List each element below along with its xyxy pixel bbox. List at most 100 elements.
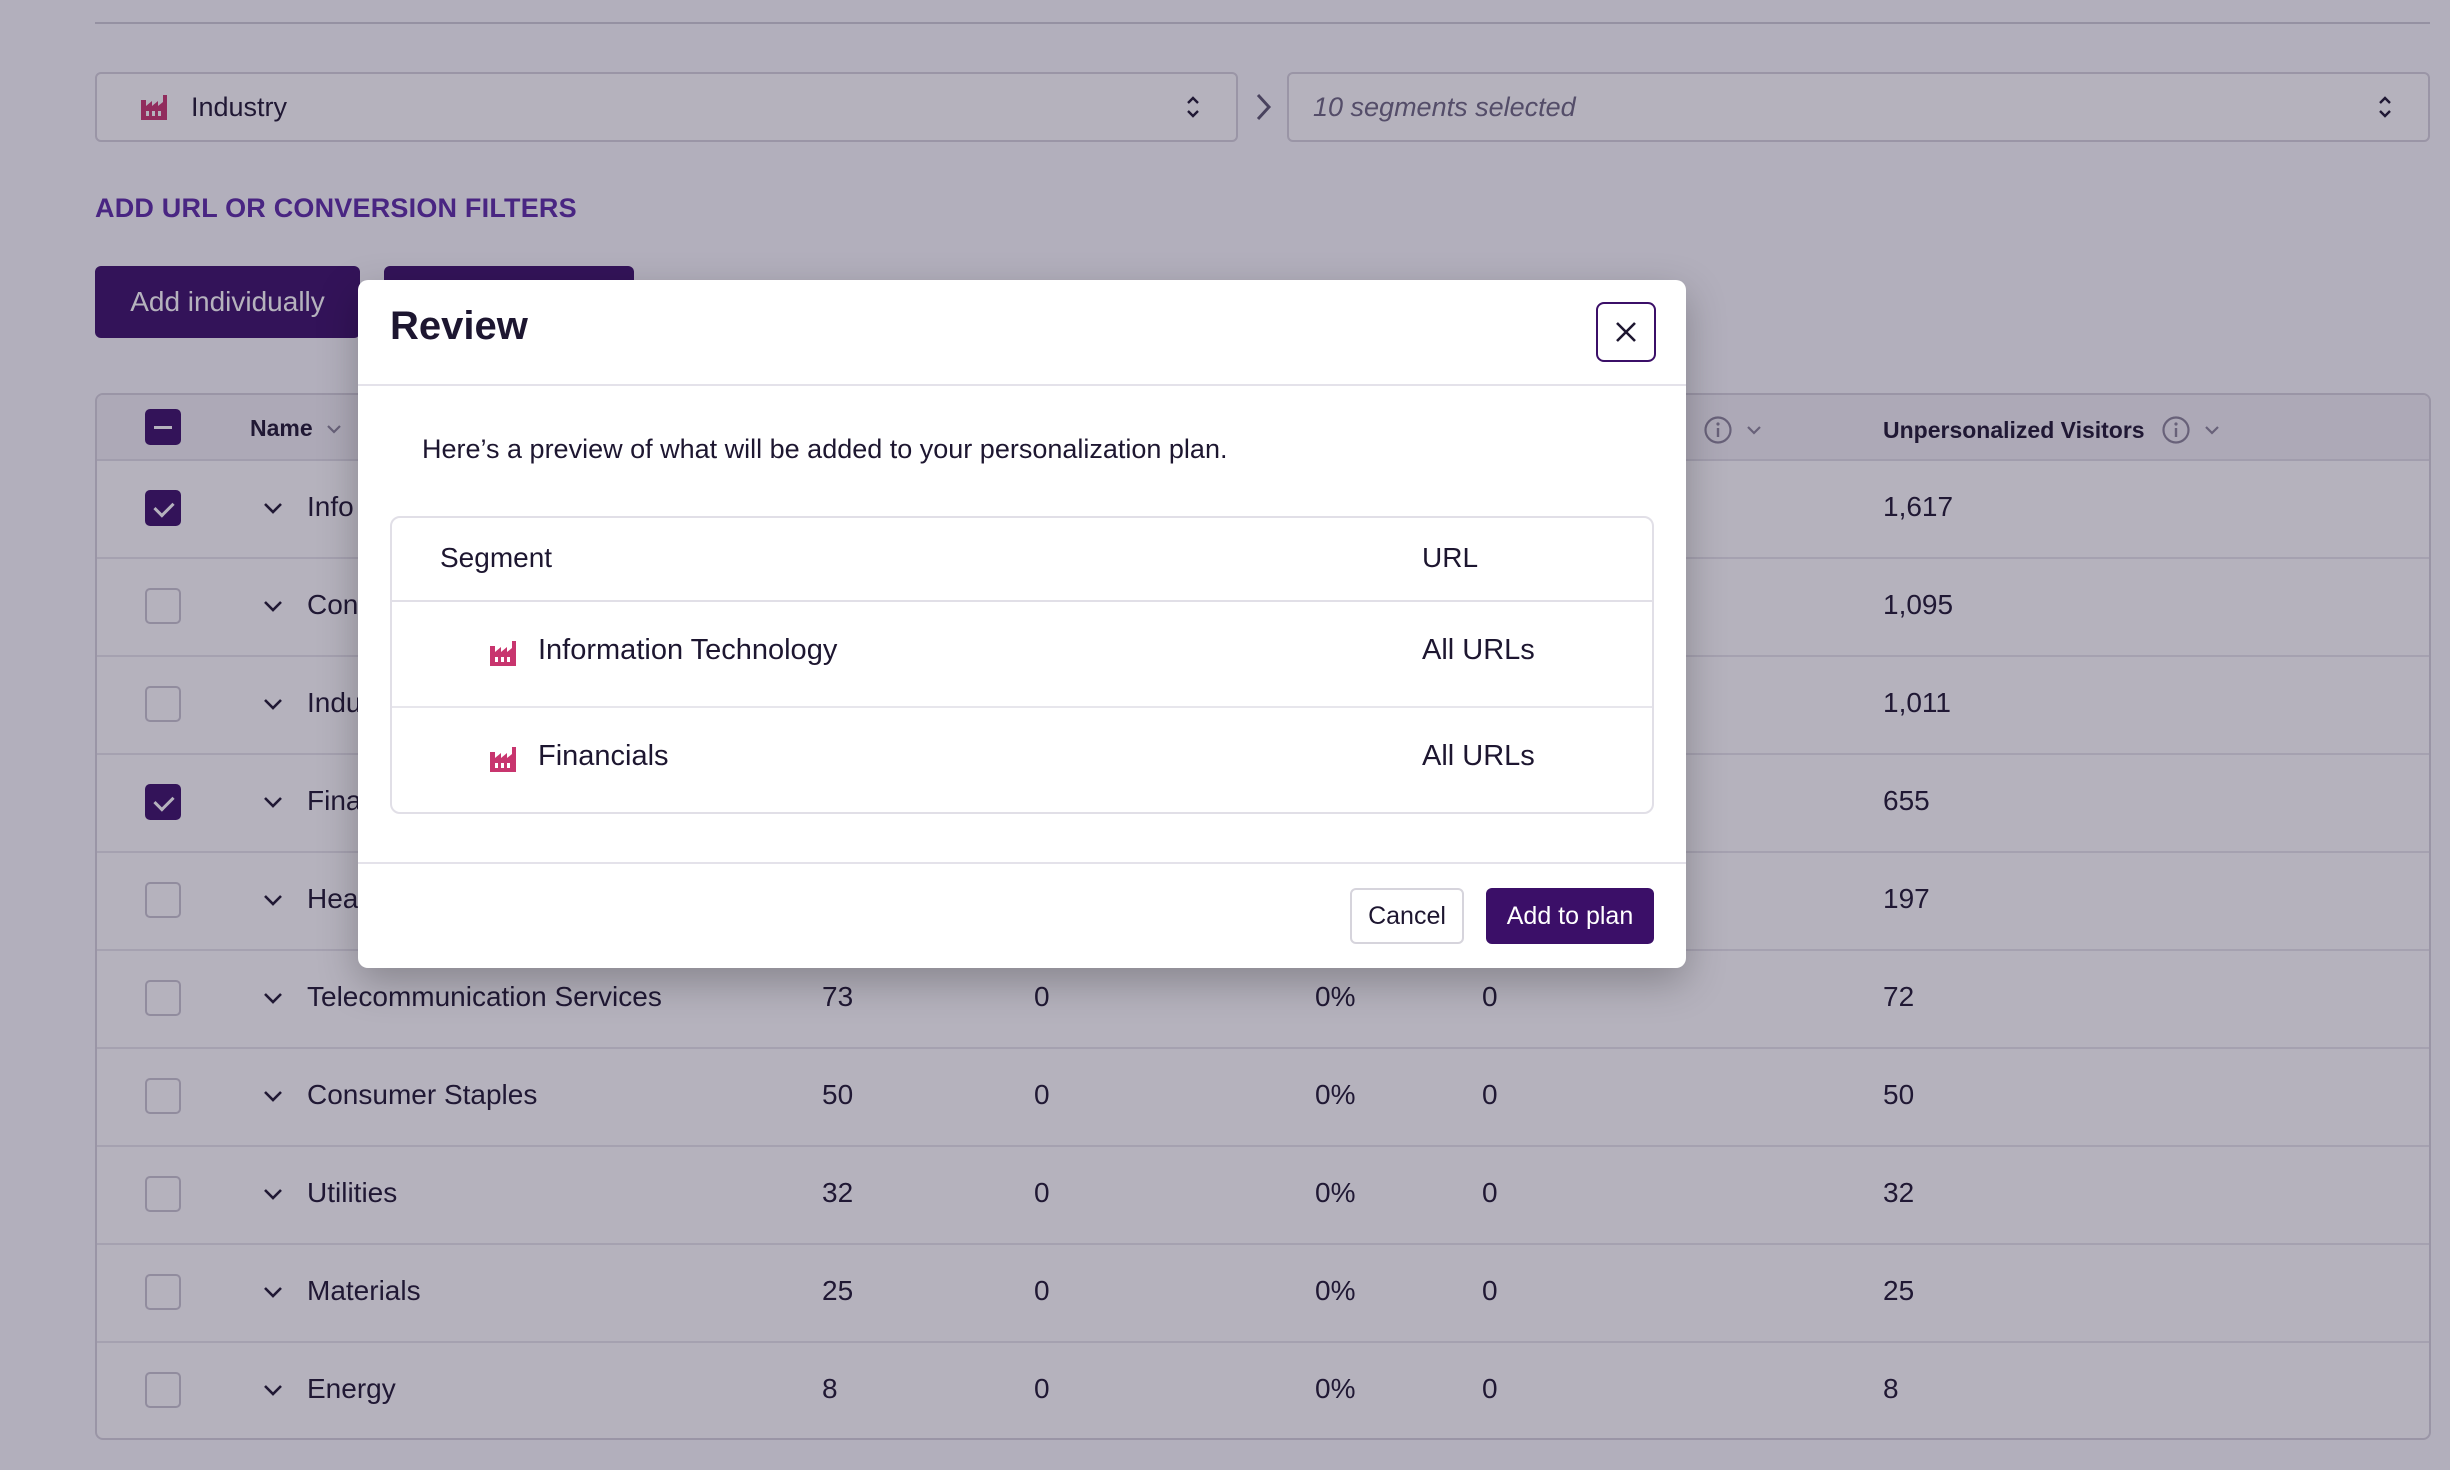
row-checkbox[interactable]	[145, 784, 181, 820]
column-header-label: Unpersonalized Visitors	[1883, 416, 2145, 443]
chevron-down-icon[interactable]	[262, 599, 284, 613]
row-value: 0	[1034, 1373, 1050, 1404]
factory-icon	[490, 747, 516, 772]
modal-footer: Cancel Add to plan	[358, 862, 1686, 968]
column-header-unpersonalized-visitors[interactable]: Unpersonalized Visitors	[1883, 415, 2221, 445]
close-button[interactable]	[1596, 302, 1656, 362]
row-value: 8	[822, 1373, 838, 1404]
review-url: All URLs	[1422, 634, 1535, 666]
row-value: 0	[1482, 1177, 1498, 1208]
cancel-button[interactable]: Cancel	[1350, 888, 1464, 944]
row-name: Energy	[307, 1373, 396, 1404]
updown-chevron-icon	[1187, 96, 1199, 118]
row-value: 73	[822, 981, 854, 1012]
row-checkbox[interactable]	[145, 980, 181, 1016]
row-checkbox[interactable]	[145, 1176, 181, 1212]
row-unpersonalized-visitors: 25	[1883, 1275, 1915, 1306]
row-unpersonalized-visitors: 1,617	[1883, 491, 1954, 522]
info-icon	[1704, 416, 1732, 444]
row-value: 0	[1482, 1275, 1498, 1306]
review-row: Information Technology All URLs	[392, 600, 1652, 708]
review-segment-name: Financials	[538, 740, 669, 772]
segment-column-header: Segment	[440, 542, 553, 573]
row-value: 0	[1034, 1177, 1050, 1208]
row-checkbox[interactable]	[145, 1078, 181, 1114]
row-name: Hea	[307, 883, 359, 914]
review-row: Financials All URLs	[392, 706, 1652, 812]
table-row[interactable]: Consumer Staples 50 0 0% 0 50	[97, 1047, 2429, 1147]
table-row[interactable]: Materials 25 0 0% 0 25	[97, 1243, 2429, 1343]
add-filters-link[interactable]: ADD URL OR CONVERSION FILTERS	[95, 193, 577, 223]
review-segment-name: Information Technology	[538, 634, 838, 666]
chevron-down-icon[interactable]	[262, 697, 284, 711]
row-value: 0	[1034, 1275, 1050, 1306]
chevron-down-icon[interactable]	[262, 991, 284, 1005]
row-checkbox[interactable]	[145, 882, 181, 918]
close-icon	[1616, 322, 1636, 342]
select-all-checkbox[interactable]	[145, 409, 181, 445]
factory-icon	[490, 641, 516, 666]
row-name: Utilities	[307, 1177, 398, 1208]
chevron-down-icon	[326, 424, 341, 434]
chevron-down-icon[interactable]	[262, 1285, 284, 1299]
info-icon	[2161, 416, 2190, 444]
row-value: 0%	[1315, 1373, 1356, 1404]
row-name: Consumer Staples	[307, 1079, 538, 1110]
segments-select-placeholder: 10 segments selected	[1313, 91, 1576, 122]
row-value: 0%	[1315, 981, 1356, 1012]
row-value: 0%	[1315, 1079, 1356, 1110]
row-value: 50	[822, 1079, 854, 1110]
factory-icon	[141, 95, 167, 120]
chevron-down-icon[interactable]	[262, 501, 284, 515]
column-header-info[interactable]	[1687, 415, 1763, 445]
url-column-header: URL	[1422, 542, 1479, 573]
row-value: 0	[1034, 981, 1050, 1012]
row-name: Telecommunication Services	[307, 981, 662, 1012]
updown-chevron-icon	[2379, 96, 2391, 118]
review-url: All URLs	[1422, 740, 1535, 772]
row-checkbox[interactable]	[145, 1372, 181, 1408]
row-unpersonalized-visitors: 72	[1883, 981, 1915, 1012]
column-header-name[interactable]: Name	[250, 415, 343, 442]
modal-description: Here’s a preview of what will be added t…	[422, 434, 1228, 464]
table-row[interactable]: Energy 8 0 0% 0 8	[97, 1341, 2429, 1438]
segment-category-label: Industry	[191, 91, 288, 122]
row-checkbox[interactable]	[145, 686, 181, 722]
row-value: 0%	[1315, 1177, 1356, 1208]
chevron-right-icon	[1256, 93, 1272, 121]
table-row[interactable]: Utilities 32 0 0% 0 32	[97, 1145, 2429, 1245]
row-value: 32	[822, 1177, 854, 1208]
table-row[interactable]: Telecommunication Services 73 0 0% 0 72	[97, 949, 2429, 1049]
row-name: Info	[307, 491, 354, 522]
add-to-plan-button[interactable]: Add to plan	[1486, 888, 1654, 944]
chevron-down-icon[interactable]	[262, 795, 284, 809]
review-table-header: Segment URL	[392, 518, 1652, 602]
row-value: 0	[1482, 1373, 1498, 1404]
chevron-down-icon[interactable]	[262, 893, 284, 907]
row-unpersonalized-visitors: 32	[1883, 1177, 1915, 1208]
row-unpersonalized-visitors: 655	[1883, 785, 1930, 816]
chevron-down-icon[interactable]	[262, 1089, 284, 1103]
chevron-down-icon[interactable]	[262, 1187, 284, 1201]
review-modal: Review Here’s a preview of what will be …	[358, 280, 1686, 968]
row-unpersonalized-visitors: 8	[1883, 1373, 1899, 1404]
row-name: Fina	[307, 785, 362, 816]
row-name: Indu	[307, 687, 362, 718]
divider	[95, 22, 2430, 24]
row-checkbox[interactable]	[145, 588, 181, 624]
row-value: 0	[1482, 981, 1498, 1012]
row-value: 0%	[1315, 1275, 1356, 1306]
chevron-down-icon[interactable]	[262, 1383, 284, 1397]
modal-header: Review	[358, 280, 1686, 386]
column-header-label: Name	[250, 415, 313, 441]
segments-select[interactable]: 10 segments selected	[1287, 72, 2430, 142]
chevron-down-icon	[1747, 426, 1761, 435]
row-value: 0	[1482, 1079, 1498, 1110]
row-unpersonalized-visitors: 197	[1883, 883, 1930, 914]
add-individually-button[interactable]: Add individually	[95, 266, 360, 338]
row-unpersonalized-visitors: 1,011	[1883, 687, 1951, 718]
segment-category-select[interactable]: Industry	[95, 72, 1238, 142]
row-checkbox[interactable]	[145, 1274, 181, 1310]
row-name: Con	[307, 589, 359, 620]
row-checkbox[interactable]	[145, 490, 181, 526]
